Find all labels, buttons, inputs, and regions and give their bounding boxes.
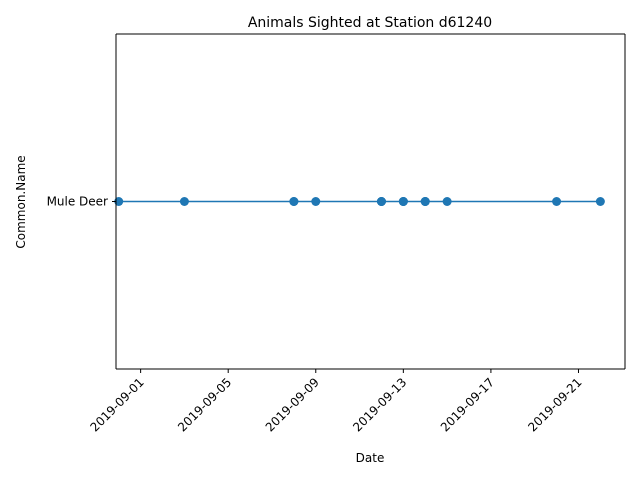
y-axis-label: Common.Name	[14, 155, 28, 248]
y-tick-label: Mule Deer	[47, 195, 108, 209]
y-axis-ticks: Mule Deer	[47, 195, 116, 209]
data-point	[179, 197, 189, 206]
data-point	[289, 197, 299, 206]
data-point	[376, 197, 386, 206]
data-point	[595, 197, 605, 206]
chart-title: Animals Sighted at Station d61240	[248, 15, 492, 31]
data-point	[442, 197, 452, 206]
x-axis-label: Date	[356, 451, 385, 465]
data-point	[398, 197, 408, 206]
data-point	[420, 197, 430, 206]
series-layer	[114, 197, 605, 206]
data-point	[552, 197, 562, 206]
data-point	[311, 197, 321, 206]
